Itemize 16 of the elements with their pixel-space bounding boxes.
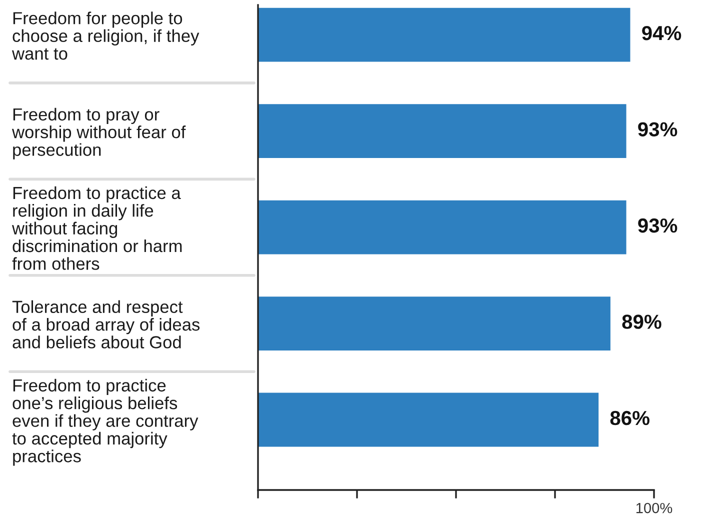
bar xyxy=(258,296,610,350)
bar xyxy=(258,104,626,158)
y-tick-label: Tolerance and respect of a broad array of ideas and beliefs about God xyxy=(12,300,200,348)
y-tick-label: Freedom to pray or worship without fear of persecution xyxy=(12,108,186,160)
bar xyxy=(258,8,630,62)
data-label: 86% xyxy=(610,410,650,426)
y-tick-label: Freedom to practice one’s religious beliefs even if they are contrary to accepted majority practices xyxy=(12,378,198,466)
x-tick-label: 100% xyxy=(636,502,672,514)
data-label: 89% xyxy=(622,314,662,329)
bar xyxy=(258,392,599,447)
y-tick-label: Freedom to practice a religion in daily life without facing discrimination or harm from others xyxy=(12,186,182,270)
data-label: 93% xyxy=(638,122,678,136)
data-label: 94% xyxy=(642,26,682,40)
bar xyxy=(258,200,626,254)
y-tick-label: Freedom for people to choose a religion, if they want to xyxy=(12,12,200,60)
data-label: 93% xyxy=(638,218,678,233)
